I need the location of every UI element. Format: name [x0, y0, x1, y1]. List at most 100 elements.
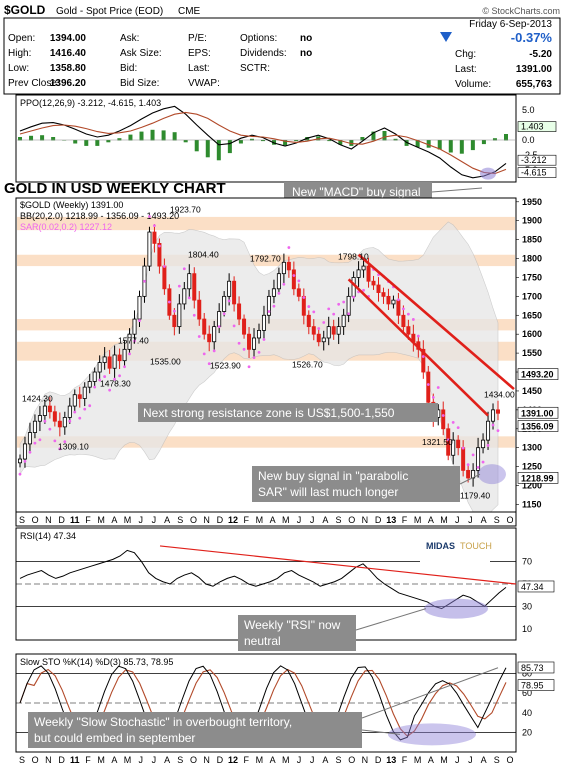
sar-dot	[58, 447, 62, 451]
bottom-x-axis-label: A	[270, 755, 276, 765]
candle-body	[386, 295, 391, 305]
macd-histogram-bar	[249, 138, 254, 141]
sar-dot	[192, 313, 196, 317]
candle-body	[72, 394, 77, 407]
bottom-x-axis-label: D	[58, 755, 65, 765]
sar-dot	[167, 300, 171, 304]
rsi-annotation-line2: neutral	[244, 634, 281, 648]
candle-body	[77, 394, 82, 399]
macd-histogram-bar	[40, 135, 45, 141]
x-axis-label: S	[494, 515, 500, 525]
candle-body	[446, 428, 451, 456]
bottom-x-axis-label: S	[336, 755, 342, 765]
sar-dot	[302, 296, 306, 299]
macd-histogram-bar	[18, 137, 22, 141]
price-peak-label: 1577.40	[118, 336, 149, 346]
sar-dot	[232, 324, 236, 328]
sar-dot	[352, 295, 356, 299]
candle-body	[476, 447, 481, 471]
trend-channel-upper	[357, 253, 515, 391]
bottom-x-axis-label: J	[152, 755, 157, 765]
bottom-x-axis-label: O	[190, 755, 197, 765]
sar-dot	[123, 365, 126, 369]
quote-field-label: VWAP:	[188, 78, 220, 89]
quote-field-label: Last:	[188, 63, 210, 74]
candle-body	[406, 326, 411, 335]
macd-histogram-bar	[459, 140, 464, 154]
x-axis-label: J	[152, 515, 157, 525]
candle-body	[376, 284, 381, 293]
macd-histogram-bar	[205, 140, 210, 158]
quote-field-label: Volume:	[455, 79, 491, 90]
quote-date: Friday 6-Sep-2013	[469, 19, 552, 30]
x-axis-label: A	[270, 515, 276, 525]
candle-body	[87, 381, 92, 388]
candle-body	[172, 314, 177, 328]
candle-body	[296, 288, 301, 297]
x-axis-label: J	[455, 515, 460, 525]
macd-histogram-bar	[183, 140, 188, 143]
bottom-x-axis-label: O	[506, 755, 513, 765]
macd-histogram-bar	[360, 137, 365, 141]
rsi-tick: 70	[522, 557, 532, 567]
sar-dot	[441, 414, 445, 417]
x-axis-label: A	[164, 515, 170, 525]
sar-dot	[53, 439, 57, 443]
x-axis-label: O	[190, 515, 197, 525]
price-peak-label: 1804.40	[188, 250, 219, 260]
price-tick: 1700	[522, 291, 542, 301]
candle-body	[276, 273, 281, 290]
bottom-x-axis-label: J	[297, 755, 302, 765]
sar-dot	[177, 284, 181, 288]
candle-body	[301, 295, 306, 316]
sar-dot	[461, 446, 465, 450]
sar-dot	[496, 429, 500, 433]
rsi-right-value: 47.34	[521, 582, 544, 592]
candle-body	[197, 299, 202, 320]
sar-dot	[451, 420, 455, 424]
candle-body	[182, 288, 187, 305]
stochastic-tick: 20	[522, 727, 532, 737]
x-axis-label: F	[85, 515, 91, 525]
bottom-x-axis-label: 12	[228, 755, 238, 765]
bottom-x-axis-label: J	[310, 755, 315, 765]
stochastic-tick: 40	[522, 708, 532, 718]
candle-body	[247, 333, 252, 350]
price-right-value: 1356.09	[521, 421, 554, 431]
candle-body	[331, 326, 336, 335]
candle-body	[177, 303, 182, 328]
bb-legend: BB(20,2.0) 1218.99 - 1356.09 - 1493.20	[20, 211, 179, 221]
sar-dot	[446, 438, 450, 442]
rsi-trend-line	[159, 545, 517, 585]
sar-dot	[332, 312, 336, 316]
quote-field-label: Chg:	[455, 49, 476, 60]
price-tick: 1550	[522, 348, 542, 358]
stochastic-annotation-box	[28, 712, 362, 748]
x-axis-label: S	[19, 515, 25, 525]
candle-body	[371, 280, 376, 286]
candle-body	[261, 314, 266, 331]
quote-field-label: Prev Close:	[8, 78, 60, 89]
quote-field-label: Low:	[8, 63, 29, 74]
bottom-x-axis-label: M	[414, 755, 422, 765]
sar-dot	[63, 440, 67, 444]
x-axis-label: N	[362, 515, 369, 525]
sar-dot	[222, 312, 226, 316]
sar-dot	[362, 288, 365, 292]
bottom-x-axis-label: O	[32, 755, 39, 765]
sar-dot	[272, 304, 276, 308]
candle-body	[266, 295, 271, 316]
logo-text-1: MIDAS	[426, 541, 455, 551]
bottom-x-axis-label: M	[124, 755, 132, 765]
macd-tick: 5.0	[522, 105, 535, 115]
x-axis-label: D	[217, 515, 224, 525]
candle-body	[451, 439, 456, 456]
macd-signal-line	[19, 111, 507, 175]
candle-body	[461, 447, 466, 471]
resistance-zone	[17, 436, 515, 448]
sar-dot	[212, 349, 216, 353]
sar-dot	[83, 407, 87, 411]
quote-field-label: Options:	[240, 33, 277, 44]
price-tick: 1750	[522, 272, 542, 282]
candle-body	[82, 386, 87, 399]
